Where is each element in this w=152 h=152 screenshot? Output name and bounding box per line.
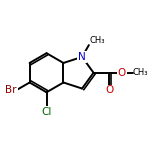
Text: Cl: Cl xyxy=(41,107,52,117)
Text: O: O xyxy=(118,68,126,78)
Text: Br: Br xyxy=(5,85,17,95)
Text: CH₃: CH₃ xyxy=(89,36,105,45)
Text: N: N xyxy=(78,52,86,62)
Text: O: O xyxy=(105,85,113,95)
Text: CH₃: CH₃ xyxy=(133,68,149,77)
